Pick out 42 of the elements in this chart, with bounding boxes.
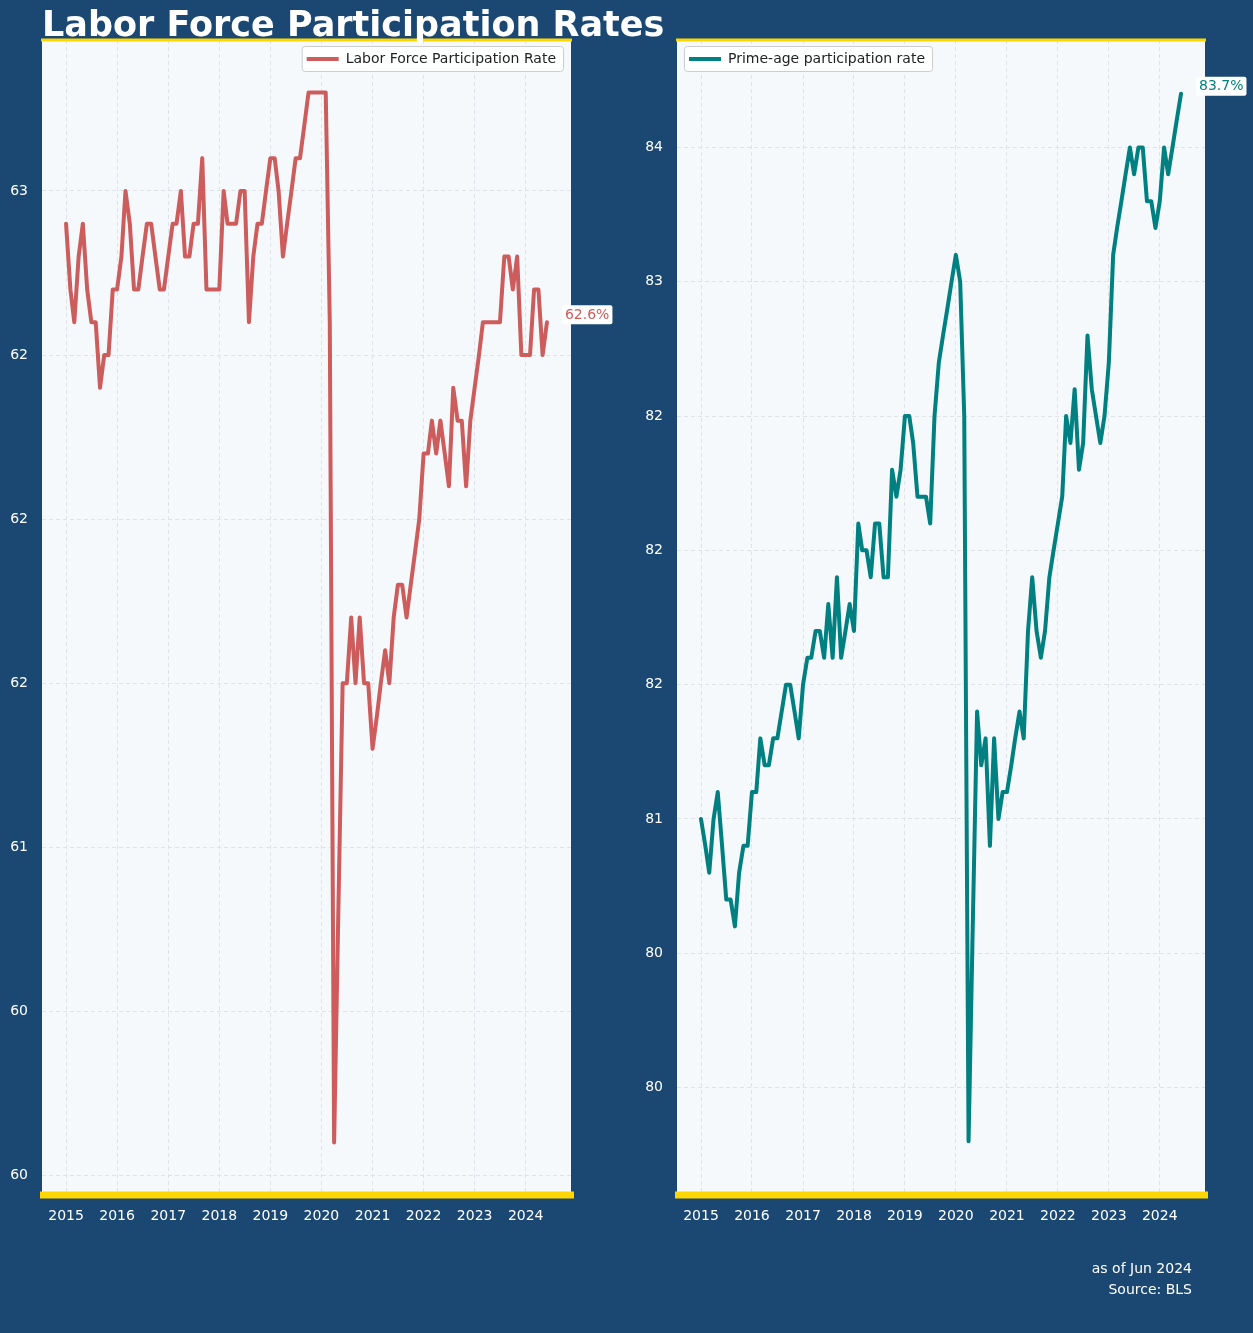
x-tick-label: 2018	[201, 1207, 238, 1224]
y-tick-label: 84	[645, 138, 664, 155]
y-tick-label: 80	[645, 943, 663, 960]
y-tick-label: 63	[10, 181, 28, 198]
x-tick-label: 2024	[507, 1207, 544, 1224]
x-tick-label: 2020	[938, 1207, 974, 1224]
x-tick-label: 2022	[405, 1207, 442, 1224]
x-tick-label: 2016	[734, 1207, 770, 1224]
annotation: 62.6%	[564, 305, 610, 322]
x-tick-label: 2017	[785, 1207, 821, 1224]
x-tick-label: 2017	[150, 1207, 187, 1224]
y-tick-label: 81	[645, 809, 663, 826]
y-tick-label: 82	[645, 406, 663, 423]
x-tick-label: 2019	[887, 1207, 923, 1224]
y-tick-label: 62	[10, 673, 28, 690]
x-tick-label: 2023	[1091, 1207, 1127, 1224]
y-tick-label: 82	[645, 675, 663, 692]
y-tick-label: 61	[10, 837, 28, 854]
y-tick-label: 62	[10, 509, 28, 526]
y-tick-label: 60	[10, 1165, 28, 1182]
y-tick-label: 83	[645, 272, 663, 289]
text: as of Jun 2024	[1091, 1259, 1192, 1278]
y-tick-label: 82	[645, 540, 663, 557]
x-tick-label: 2024	[1141, 1207, 1178, 1224]
x-tick-label: 2022	[1040, 1207, 1076, 1224]
x-tick-label: 2016	[99, 1207, 135, 1224]
legend-label: Labor Force Participation Rate	[345, 49, 557, 66]
y-tick-label: 80	[645, 1078, 663, 1095]
chart-title: Labor Force Participation Rates	[42, 3, 665, 45]
x-tick-label: 2020	[303, 1207, 340, 1224]
x-tick-label: 2015	[683, 1207, 719, 1224]
x-tick-label: 2015	[48, 1207, 84, 1224]
x-tick-label: 2023	[456, 1207, 493, 1224]
x-tick-label: 2021	[354, 1207, 391, 1224]
annotation: 83.7%	[1198, 77, 1244, 94]
x-tick-label: 2019	[252, 1207, 289, 1224]
x-tick-label: 2021	[989, 1207, 1025, 1224]
y-tick-label: 60	[10, 1001, 28, 1018]
y-tick-label: 62	[10, 345, 28, 362]
source-note: Source: BLS	[1107, 1280, 1192, 1299]
x-tick-label: 2018	[836, 1207, 872, 1224]
legend-label: Prime-age participation rate	[728, 49, 926, 66]
